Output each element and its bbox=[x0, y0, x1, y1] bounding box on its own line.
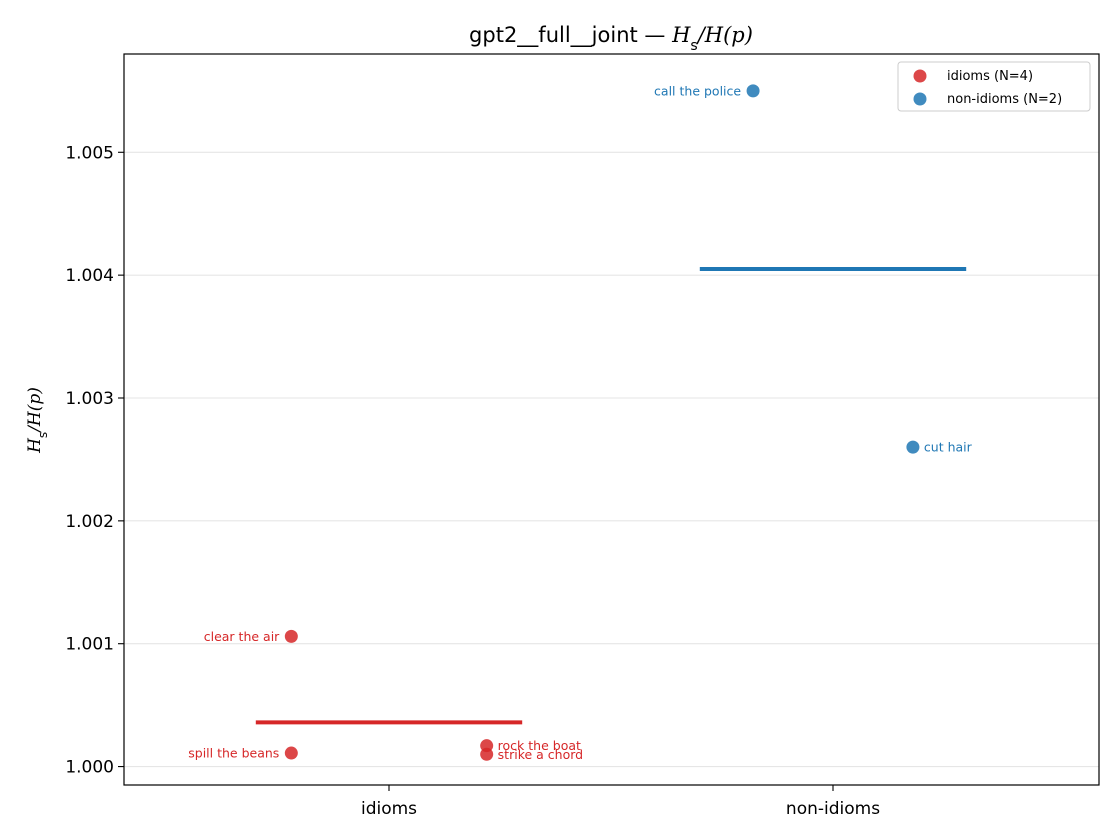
y-axis-label: Hs/H(p) bbox=[25, 387, 50, 454]
y-tick-label: 1.004 bbox=[65, 266, 114, 286]
chart-title-rest: /H(p) bbox=[696, 23, 753, 47]
chart-title-prefix: gpt2__full__joint — bbox=[469, 23, 672, 48]
y-axis-ticks: 1.000 1.001 1.002 1.003 1.004 1.005 bbox=[65, 143, 124, 778]
x-axis-ticks: idioms non-idioms bbox=[361, 785, 880, 819]
x-tick-label-non-idioms: non-idioms bbox=[786, 799, 880, 819]
y-tick-label: 1.005 bbox=[65, 143, 114, 163]
data-point-call-the-police bbox=[746, 84, 760, 98]
legend-marker-idioms bbox=[913, 69, 927, 83]
data-point-spill-the-beans bbox=[284, 746, 298, 760]
x-tick-label-idioms: idioms bbox=[361, 799, 417, 819]
point-label-clear-the-air: clear the air bbox=[204, 629, 280, 644]
data-point-clear-the-air bbox=[284, 629, 298, 643]
point-label-spill-the-beans: spill the beans bbox=[188, 746, 279, 761]
data-point-cut-hair bbox=[906, 440, 920, 454]
point-label-cut-hair: cut hair bbox=[924, 440, 973, 455]
legend-marker-non-idioms bbox=[913, 92, 927, 106]
y-axis-label-rest: /H(p) bbox=[25, 387, 45, 434]
legend-label-non-idioms: non-idioms (N=2) bbox=[947, 92, 1062, 107]
legend-box bbox=[897, 61, 1091, 112]
point-label-rock-the-boat: rock the boat bbox=[498, 738, 581, 753]
legend-label-idioms: idioms (N=4) bbox=[947, 69, 1033, 84]
y-tick-label: 1.003 bbox=[65, 389, 114, 409]
data-point-strike-a-chord bbox=[480, 747, 494, 761]
mean-lines bbox=[255, 267, 967, 725]
y-axis-label-subscript: s bbox=[36, 432, 50, 438]
chart-title-h: H bbox=[671, 23, 691, 47]
data-points: clear the air spill the beans rock the boa… bbox=[188, 83, 972, 761]
point-label-call-the-police: call the police bbox=[654, 83, 741, 98]
legend: idioms (N=4) non-idioms (N=2) bbox=[897, 61, 1091, 112]
y-tick-label: 1.000 bbox=[65, 758, 114, 778]
y-tick-label: 1.002 bbox=[65, 512, 114, 532]
chart-title-subscript: s bbox=[690, 38, 697, 54]
y-axis-label-h: H bbox=[25, 437, 45, 454]
grid-lines bbox=[124, 151, 1099, 768]
plot-frame bbox=[123, 53, 1100, 786]
chart-title: gpt2__full__joint — Hs/H(p) bbox=[469, 23, 753, 54]
y-tick-label: 1.001 bbox=[65, 635, 114, 655]
point-label-strike-a-chord: strike a chord bbox=[498, 747, 583, 762]
